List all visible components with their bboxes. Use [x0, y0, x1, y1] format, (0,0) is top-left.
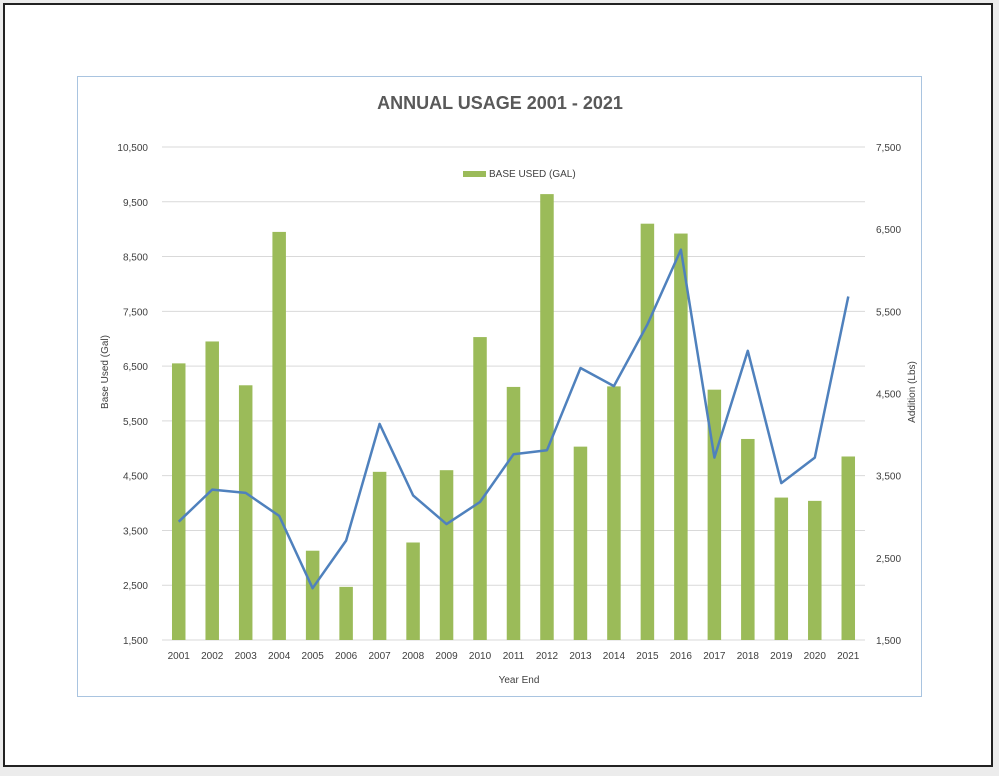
- x-tick-label: 2002: [201, 651, 224, 662]
- x-tick-label: 2003: [235, 651, 258, 662]
- y-axis-title: Base Used (Gal): [100, 335, 111, 409]
- x-tick-label: 2016: [670, 651, 693, 662]
- x-tick-label: 2013: [569, 651, 592, 662]
- y2-axis-title: Addition (Lbs): [907, 361, 918, 423]
- y2-tick-label: 5,500: [876, 307, 901, 318]
- y-tick-label: 1,500: [123, 636, 148, 647]
- x-axis-title: Year End: [499, 675, 540, 686]
- bar: [506, 386, 521, 640]
- bar: [406, 542, 420, 640]
- bar: [808, 500, 822, 640]
- y-tick-label: 7,500: [123, 307, 148, 318]
- bar: [640, 223, 655, 640]
- bar: [439, 470, 454, 640]
- x-tick-label: 2020: [804, 651, 827, 662]
- y2-tick-label: 3,500: [876, 472, 901, 483]
- bar: [841, 456, 856, 640]
- x-tick-label: 2008: [402, 651, 425, 662]
- y2-tick-label: 1,500: [876, 636, 901, 647]
- bar: [774, 497, 789, 640]
- x-tick-label: 2007: [368, 651, 391, 662]
- y-axis-ticks: 1,500 2,500 3,500 4,500 5,500 6,500 7,500 8,500…: [117, 143, 148, 647]
- y2-tick-label: 7,500: [876, 143, 901, 154]
- bar: [372, 471, 387, 640]
- chart-title: ANNUAL USAGE 2001 - 2021: [377, 93, 623, 113]
- bar: [339, 586, 353, 640]
- x-tick-label: 2014: [603, 651, 626, 662]
- x-tick-label: 2012: [536, 651, 559, 662]
- y2-axis-ticks: 1,500 2,500 3,500 4,500 5,500 6,500 7,500: [876, 143, 901, 647]
- bar: [674, 233, 688, 640]
- bar: [171, 363, 186, 640]
- page: ANNUAL USAGE 2001 - 2021 BASE USED (GAL)…: [3, 3, 993, 767]
- bar: [473, 337, 487, 640]
- x-tick-label: 2011: [503, 651, 525, 662]
- bar: [573, 446, 588, 640]
- bar: [707, 389, 722, 640]
- bar: [272, 231, 286, 640]
- x-tick-label: 2004: [268, 651, 291, 662]
- y-tick-label: 4,500: [123, 472, 148, 483]
- line-series: [177, 248, 850, 590]
- y-tick-label: 2,500: [123, 581, 148, 592]
- bar-series: [171, 194, 856, 640]
- x-tick-label: 2001: [168, 651, 191, 662]
- y-tick-label: 9,500: [123, 198, 148, 209]
- x-tick-label: 2009: [435, 651, 458, 662]
- y-tick-label: 8,500: [123, 253, 148, 264]
- y2-tick-label: 6,500: [876, 225, 901, 236]
- legend-swatch: [463, 171, 486, 177]
- bar: [305, 550, 320, 640]
- x-tick-label: 2018: [737, 651, 760, 662]
- y-tick-label: 6,500: [123, 362, 148, 373]
- x-tick-label: 2015: [636, 651, 659, 662]
- bar: [741, 438, 755, 640]
- y-tick-label: 10,500: [117, 143, 148, 154]
- x-tick-label: 2021: [837, 651, 860, 662]
- legend-label: BASE USED (GAL): [489, 169, 576, 180]
- y-tick-label: 3,500: [123, 526, 148, 537]
- chart-area: ANNUAL USAGE 2001 - 2021 BASE USED (GAL)…: [77, 76, 922, 697]
- legend: BASE USED (GAL): [463, 169, 576, 180]
- x-axis-ticks: 2001 2002 2003 2004 2005 2006 2007 2008 2009 2010…: [168, 651, 860, 662]
- y2-tick-label: 2,500: [876, 554, 901, 565]
- y2-tick-label: 4,500: [876, 390, 901, 401]
- chart-svg: ANNUAL USAGE 2001 - 2021 BASE USED (GAL)…: [100, 93, 918, 686]
- series-line: [177, 248, 850, 590]
- bar: [607, 386, 621, 640]
- x-tick-label: 2005: [302, 651, 325, 662]
- x-tick-label: 2006: [335, 651, 358, 662]
- x-tick-label: 2019: [770, 651, 793, 662]
- x-tick-label: 2010: [469, 651, 492, 662]
- x-tick-label: 2017: [703, 651, 726, 662]
- bar: [540, 194, 554, 640]
- y-tick-label: 5,500: [123, 417, 148, 428]
- bar: [238, 385, 253, 640]
